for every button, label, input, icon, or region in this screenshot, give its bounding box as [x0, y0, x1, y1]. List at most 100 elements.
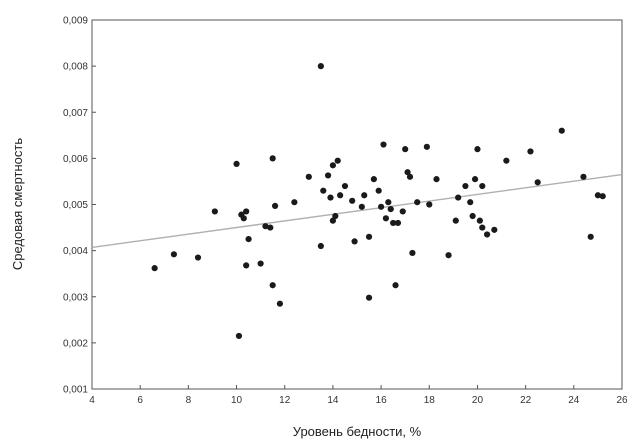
data-point [365, 294, 373, 301]
points-layer [151, 63, 606, 340]
data-point [455, 194, 462, 201]
y-tick-label: 0,007 [63, 108, 88, 119]
x-tick-label: 18 [424, 395, 436, 406]
y-tick-label: 0,005 [63, 200, 88, 211]
x-tick-label: 24 [568, 395, 580, 406]
data-point [402, 146, 409, 153]
y-tick-label: 0,004 [63, 246, 88, 257]
x-tick-label: 6 [137, 395, 143, 406]
data-point [271, 202, 279, 209]
y-tick-label: 0,008 [63, 62, 88, 73]
data-point [276, 300, 284, 307]
data-point [462, 182, 469, 190]
data-point [375, 187, 382, 194]
y-tick-label: 0,003 [63, 292, 88, 303]
data-point [433, 176, 440, 183]
data-point [409, 249, 416, 257]
data-point [317, 242, 324, 250]
data-point [151, 265, 158, 272]
y-tick-label: 0,001 [63, 385, 88, 396]
data-point [476, 217, 483, 224]
data-point [291, 199, 298, 206]
x-tick-label: 10 [231, 395, 243, 406]
data-point [240, 215, 247, 222]
x-tick-label: 12 [279, 395, 291, 406]
data-point [445, 252, 452, 259]
data-point [370, 176, 377, 183]
data-point [534, 179, 541, 186]
data-point [365, 233, 373, 240]
data-point [385, 199, 392, 206]
data-point [406, 173, 414, 180]
y-axis-ticks: 0,001 0,002 0,003 0,004 0,005 0,006 0,007 0,008… [63, 16, 96, 396]
y-tick-label: 0,006 [63, 154, 88, 165]
data-point [423, 143, 430, 150]
data-point [245, 235, 252, 243]
data-point [358, 203, 365, 210]
x-tick-label: 16 [376, 395, 388, 406]
data-point [479, 182, 486, 190]
data-point [491, 226, 498, 233]
data-point [320, 187, 327, 194]
data-point [194, 254, 202, 261]
data-point [324, 172, 332, 179]
data-point [469, 212, 476, 220]
data-point [390, 219, 397, 227]
x-tick-label: 4 [89, 395, 95, 406]
trend-line [91, 173, 623, 249]
data-point [329, 162, 337, 169]
data-point [243, 208, 250, 215]
data-point [211, 208, 218, 215]
data-point [587, 233, 594, 240]
data-point [404, 169, 411, 176]
data-point [382, 215, 390, 222]
x-tick-label: 20 [472, 395, 484, 406]
x-tick-label: 26 [616, 395, 628, 406]
data-point [317, 63, 324, 70]
data-point [334, 157, 341, 164]
data-point [377, 203, 385, 210]
data-point [337, 192, 344, 199]
y-axis-title: Средовая смертность [10, 138, 25, 270]
data-point [527, 148, 534, 155]
data-point [483, 231, 491, 238]
data-point [399, 208, 406, 215]
data-point [269, 282, 276, 289]
data-point [414, 199, 421, 206]
data-point [262, 223, 269, 230]
data-point [394, 219, 402, 227]
data-point [471, 176, 479, 183]
data-point [594, 192, 602, 199]
data-point [558, 127, 565, 134]
data-point [580, 173, 587, 180]
data-point [243, 262, 250, 269]
data-point [341, 182, 349, 190]
data-point [387, 206, 394, 213]
data-point [474, 146, 481, 153]
data-point [349, 197, 356, 204]
x-tick-label: 8 [186, 395, 192, 406]
data-point [332, 212, 339, 220]
data-point [329, 217, 337, 224]
data-point [267, 224, 274, 231]
trend-layer [91, 173, 623, 249]
data-point [351, 238, 358, 245]
data-point [235, 332, 243, 340]
x-axis-title: Уровень бедности, % [293, 424, 422, 439]
data-point [503, 157, 510, 164]
y-tick-label: 0,009 [63, 16, 88, 27]
data-point [170, 251, 178, 258]
data-point [269, 155, 276, 162]
data-point [467, 199, 474, 206]
data-point [380, 141, 387, 148]
data-point [599, 193, 606, 200]
plot-area [91, 19, 623, 390]
data-point [327, 194, 334, 201]
data-point [452, 217, 459, 224]
data-point [479, 224, 486, 231]
data-point [361, 192, 368, 199]
data-point [426, 201, 433, 208]
x-axis-ticks: 4 6 8 10 12 14 16 18 20 22 24 26 [89, 385, 628, 406]
data-point [305, 173, 312, 180]
